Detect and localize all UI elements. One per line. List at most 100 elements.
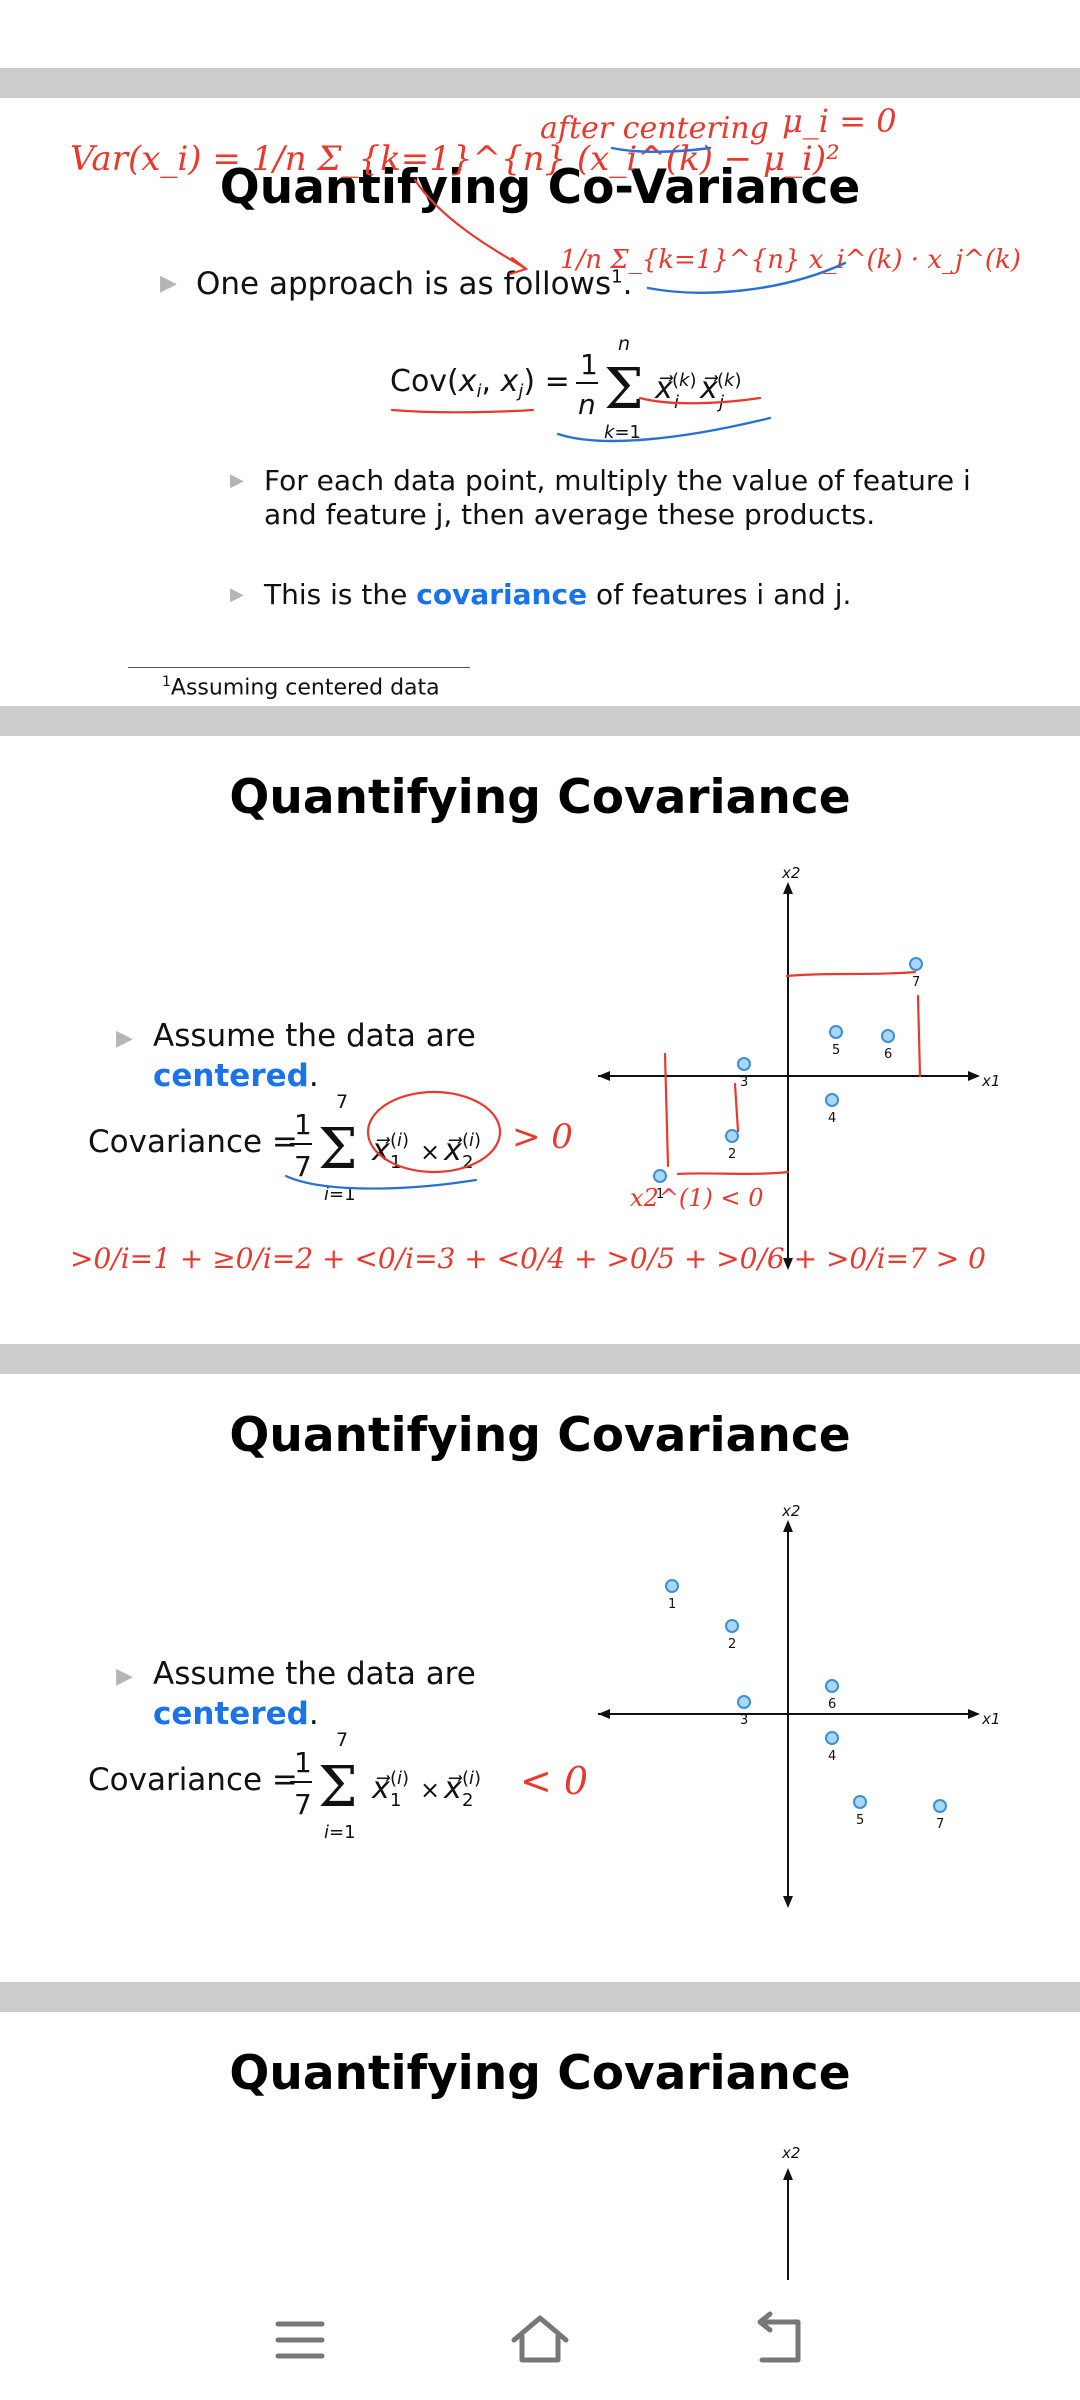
sub-bullet-arrow-icon: ▶ — [230, 470, 244, 491]
data-point — [665, 1579, 679, 1593]
data-point-label: 2 — [728, 1147, 736, 1162]
handwritten-annotations: < 0 — [520, 1759, 588, 1803]
handwritten-variance: Var(x_i) = 1/n Σ_{k=1}^{n} (x_i^(k) − μ_… — [70, 139, 840, 179]
slide-separator — [0, 1982, 1080, 2012]
y-axis-label: x2 — [781, 1504, 800, 1520]
data-point-label: 4 — [828, 1111, 836, 1126]
sub-bullet-covariance: This is the covariance of features i and… — [264, 578, 852, 611]
svg-text:×: × — [420, 1138, 440, 1166]
svg-text:Σ: Σ — [318, 1755, 358, 1820]
data-point-label: 3 — [740, 1075, 748, 1090]
data-point — [829, 1025, 843, 1039]
covariance-sum-formula: 1 7 Σ 7 i=1 x⃗ (i) 1 × x⃗ (i) 2 — [288, 1091, 508, 1205]
svg-text:7: 7 — [294, 1788, 312, 1821]
svg-text:2: 2 — [462, 1152, 473, 1173]
centered-term: centered — [153, 1058, 309, 1094]
svg-text:1: 1 — [294, 1746, 312, 1779]
svg-text:×: × — [420, 1776, 440, 1804]
data-point — [737, 1057, 751, 1071]
bullet-line-2: centered. — [153, 1058, 319, 1094]
formula-label: Covariance = — [88, 1124, 298, 1160]
data-point — [853, 1795, 867, 1809]
svg-text:i=1: i=1 — [324, 1184, 356, 1204]
footnote: 1Assuming centered data — [162, 674, 440, 701]
svg-text:2: 2 — [462, 1790, 473, 1811]
menu-icon — [275, 2321, 325, 2359]
svg-text:x⃗: x⃗ — [699, 371, 719, 406]
handwritten-annotations: > 0 >0/i=1 + ≥0/i=2 + <0/i=3 + <0/4 + >0… — [70, 970, 986, 1275]
home-icon — [511, 2315, 569, 2363]
svg-text:x⃗: x⃗ — [654, 371, 674, 406]
data-point-label: 3 — [740, 1713, 748, 1728]
x-axis-arrow — [598, 1709, 610, 1719]
data-point — [725, 1619, 739, 1633]
svg-text:1: 1 — [390, 1790, 401, 1811]
back-icon — [757, 2311, 801, 2363]
data-point-label: 2 — [728, 1637, 736, 1652]
system-nav-bar — [0, 2280, 1080, 2400]
svg-text:i=1: i=1 — [324, 1822, 356, 1842]
x-axis-arrow — [968, 1071, 980, 1081]
data-point-label: 7 — [912, 975, 920, 990]
svg-text:Σ: Σ — [318, 1117, 358, 1182]
slide-title: Quantifying Covariance — [229, 1408, 851, 1463]
data-point — [825, 1093, 839, 1107]
handwritten-sum-signs: >0/i=1 + ≥0/i=2 + <0/i=3 + <0/4 + >0/5 +… — [70, 1242, 986, 1275]
data-point — [881, 1029, 895, 1043]
data-point — [653, 1169, 667, 1183]
x-axis-label: x1 — [981, 1710, 1000, 1728]
y-axis-arrow — [783, 1258, 793, 1270]
back-button[interactable] — [740, 2300, 820, 2380]
svg-text:x⃗: x⃗ — [371, 1771, 391, 1806]
scatter-plot: x1 x2 1 2 3 4 5 6 7 — [598, 866, 1000, 1270]
data-point-label: 1 — [668, 1597, 676, 1612]
data-point-label: 5 — [832, 1043, 840, 1058]
covariance-term: covariance — [416, 578, 588, 611]
handwritten-after-centering: after centering — [540, 111, 769, 146]
svg-text:7: 7 — [294, 1150, 312, 1183]
handwritten-x2-note: x2^(1) < 0 — [630, 1184, 764, 1212]
x-axis-arrow — [968, 1709, 980, 1719]
footnote-rule — [128, 667, 470, 668]
svg-text:(i): (i) — [390, 1130, 409, 1151]
data-point-label: 6 — [828, 1697, 836, 1712]
data-point — [737, 1695, 751, 1709]
handwritten-mu-zero: μ_i = 0 — [782, 102, 897, 140]
svg-text:7: 7 — [336, 1094, 348, 1113]
svg-text:1: 1 — [390, 1152, 401, 1173]
slide-4: Quantifying Covariance x2 — [0, 2012, 1080, 2280]
svg-text:(k): (k) — [717, 370, 742, 391]
x-axis-arrow — [598, 1071, 610, 1081]
centered-term: centered — [153, 1696, 309, 1732]
slide-separator — [0, 1344, 1080, 1374]
menu-button[interactable] — [260, 2300, 340, 2380]
svg-text:x⃗: x⃗ — [443, 1771, 463, 1806]
slide-separator — [0, 68, 1080, 98]
slide-separator — [0, 706, 1080, 736]
svg-text:1: 1 — [294, 1108, 312, 1141]
data-point-label: 6 — [884, 1047, 892, 1062]
svg-text:n: n — [618, 336, 630, 355]
slide-3: Quantifying Covariance ▶ Assume the data… — [0, 1374, 1080, 1982]
bullet-line-1: Assume the data are — [153, 1018, 476, 1054]
scatter-plot: x1 x2 1 2 3 4 5 6 7 — [598, 1504, 1000, 1908]
data-point-label: 1 — [656, 1187, 664, 1202]
partial-y-axis: x2 — [781, 2144, 800, 2280]
svg-text:Σ: Σ — [604, 357, 644, 422]
data-point — [933, 1799, 947, 1813]
y-axis-arrow — [783, 1520, 793, 1532]
svg-text:Cov(xi, xj) =: Cov(xi, xj) = — [390, 364, 570, 402]
svg-text:x⃗: x⃗ — [443, 1133, 463, 1168]
data-point-label: 4 — [828, 1749, 836, 1764]
svg-text:k=1: k=1 — [604, 422, 641, 443]
bullet-line-1: Assume the data are — [153, 1656, 476, 1692]
data-point — [909, 957, 923, 971]
y-axis-arrow — [783, 1896, 793, 1908]
y-axis-label: x2 — [781, 866, 800, 882]
sub-bullet-line-1: For each data point, multiply the value … — [264, 464, 971, 497]
home-button[interactable] — [500, 2300, 580, 2380]
covariance-formula: Cov(xi, xj) = 1 n Σ n k=1 x⃗ (k) i x⃗ (k… — [390, 333, 770, 456]
handwritten-annotations: Var(x_i) = 1/n Σ_{k=1}^{n} (x_i^(k) − μ_… — [70, 102, 1021, 443]
handwritten-sum: 1/n Σ_{k=1}^{n} x_i^(k) · x_j^(k) — [560, 245, 1021, 275]
slide-title: Quantifying Covariance — [229, 2046, 851, 2101]
